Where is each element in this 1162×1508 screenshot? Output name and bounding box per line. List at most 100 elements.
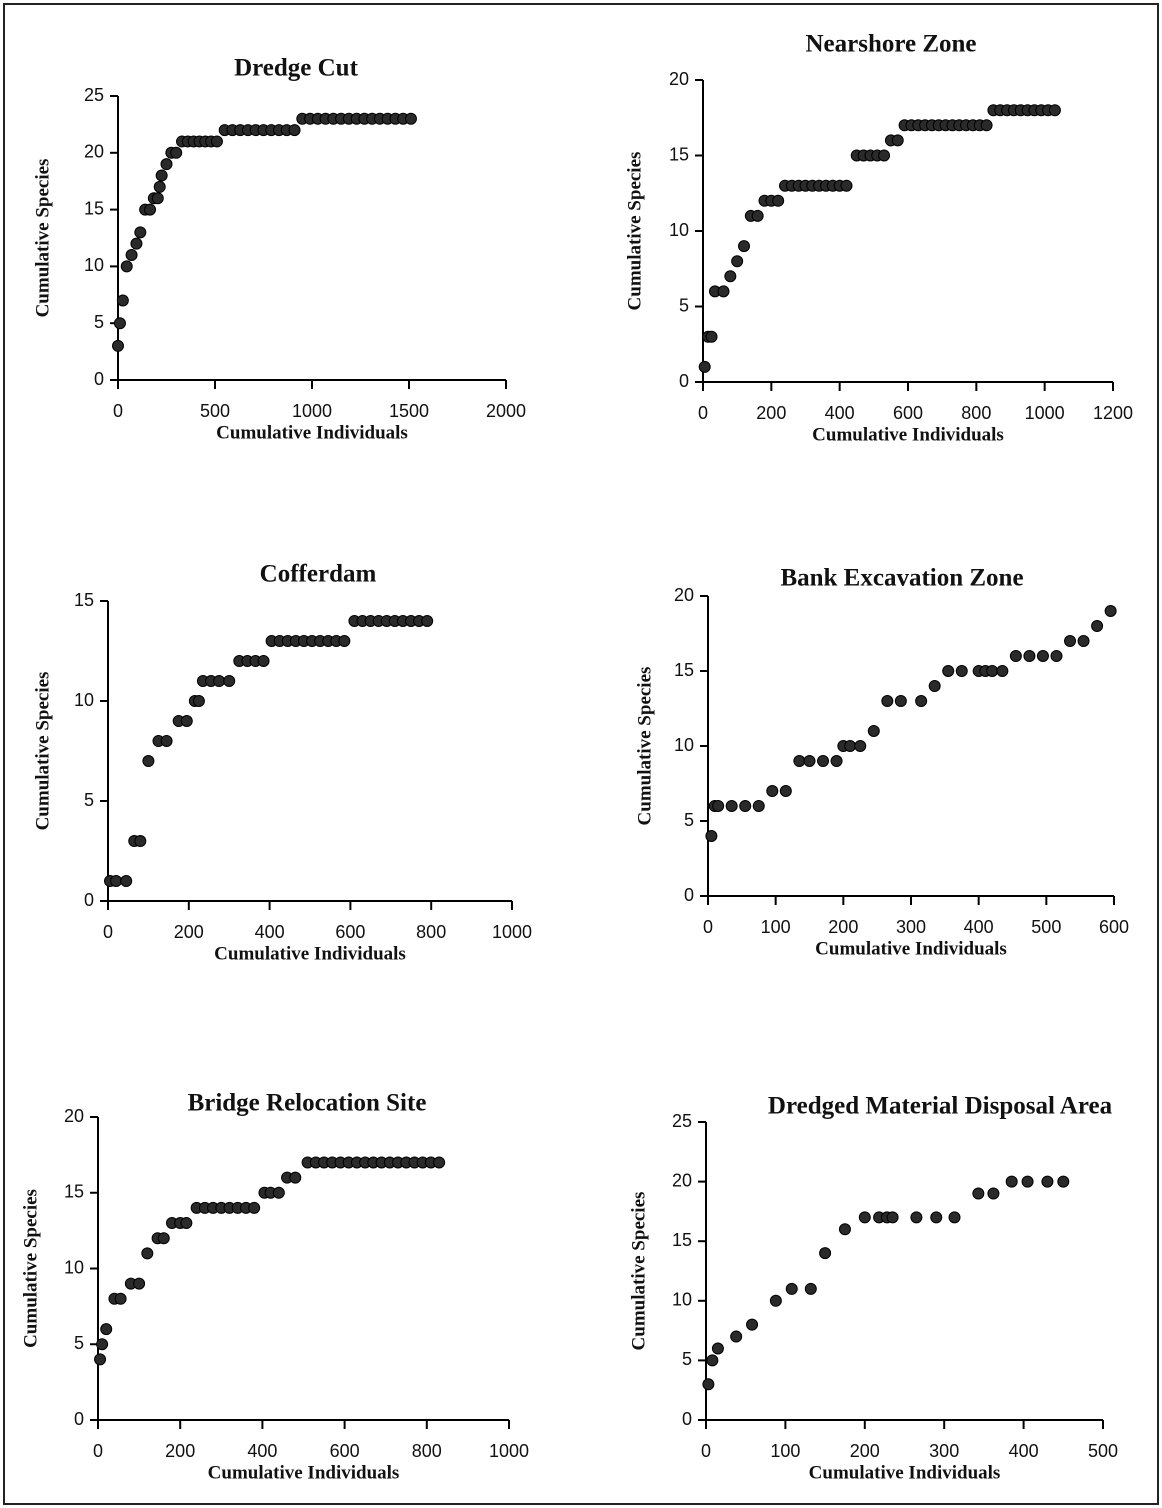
point [730, 1330, 743, 1343]
point [113, 317, 126, 330]
point [142, 755, 155, 767]
x-axis-label: Cumulative Individuals [815, 938, 1007, 959]
point [996, 665, 1009, 677]
point [854, 740, 867, 752]
y-tick-label: 25 [84, 85, 104, 105]
y-tick-label: 20 [669, 69, 689, 89]
point [110, 875, 123, 887]
point [717, 285, 730, 298]
point [706, 1354, 719, 1367]
y-tick-label: 10 [74, 690, 94, 710]
x-tick-label: 1200 [1093, 403, 1133, 423]
point [705, 330, 718, 343]
x-tick-label: 300 [929, 1441, 959, 1461]
x-tick-label: 2000 [486, 401, 526, 421]
x-tick-label: 1000 [1025, 403, 1065, 423]
x-tick-label: 0 [703, 917, 713, 937]
point [133, 1277, 146, 1290]
point [915, 695, 928, 707]
frame [3, 3, 1159, 1505]
y-tick-label: 5 [84, 790, 94, 810]
x-tick-label: 200 [174, 922, 204, 942]
y-tick-label: 0 [74, 1409, 84, 1429]
point [894, 695, 907, 707]
y-tick-label: 0 [682, 1409, 692, 1429]
point [1036, 650, 1049, 662]
point [1077, 635, 1090, 647]
y-tick-label: 15 [672, 1230, 692, 1250]
point [772, 194, 785, 207]
point [698, 360, 711, 373]
y-axis-label: Cumulative Species [32, 159, 53, 318]
point [769, 1294, 782, 1307]
x-tick-label: 500 [1031, 917, 1061, 937]
point [96, 1338, 109, 1351]
x-tick-label: 400 [247, 1441, 277, 1461]
x-tick-label: 600 [893, 403, 923, 423]
y-axis-label: Cumulative Species [634, 667, 655, 826]
point [1041, 1175, 1054, 1188]
x-axis-label: Cumulative Individuals [812, 424, 1004, 445]
point [160, 735, 173, 747]
point [157, 1232, 170, 1245]
x-tick-label: 400 [255, 922, 285, 942]
point [712, 800, 725, 812]
x-tick-label: 300 [896, 917, 926, 937]
point [155, 169, 168, 182]
point [180, 715, 193, 727]
point [1023, 650, 1036, 662]
x-tick-label: 100 [761, 917, 791, 937]
point [210, 135, 223, 148]
y-axis-label: Cumulative Species [628, 1192, 649, 1351]
y-tick-label: 0 [679, 371, 689, 391]
point [223, 675, 236, 687]
point [752, 800, 765, 812]
point [421, 615, 434, 627]
x-tick-label: 200 [165, 1441, 195, 1461]
point [1009, 650, 1022, 662]
x-tick-label: 100 [770, 1441, 800, 1461]
point [819, 1247, 832, 1260]
point [192, 695, 205, 707]
point [731, 255, 744, 268]
point [738, 240, 750, 253]
y-tick-label: 20 [84, 142, 104, 162]
point [404, 112, 417, 125]
point [153, 180, 166, 193]
y-tick-label: 5 [679, 295, 689, 315]
point [858, 1211, 871, 1224]
point [803, 755, 816, 767]
point [134, 835, 147, 847]
point [180, 1217, 193, 1230]
point [130, 237, 143, 250]
point [1091, 620, 1104, 632]
point [116, 294, 129, 307]
point [910, 1211, 923, 1224]
point [785, 1282, 798, 1295]
point [100, 1323, 113, 1336]
point [948, 1211, 961, 1224]
point [793, 755, 806, 767]
point [766, 785, 779, 797]
y-tick-label: 5 [682, 1349, 692, 1369]
x-tick-label: 400 [825, 403, 855, 423]
x-tick-label: 1000 [492, 922, 532, 942]
point [928, 680, 941, 692]
y-tick-label: 15 [674, 660, 694, 680]
point [817, 755, 830, 767]
point [151, 192, 164, 205]
point [830, 755, 843, 767]
x-axis-label: Cumulative Individuals [809, 1462, 1001, 1483]
point [134, 226, 147, 239]
point [1005, 1175, 1018, 1188]
x-tick-label: 0 [698, 403, 708, 423]
y-tick-label: 15 [74, 590, 94, 610]
y-tick-label: 0 [84, 890, 94, 910]
point [878, 149, 891, 162]
x-tick-label: 1500 [389, 401, 429, 421]
x-tick-label: 0 [93, 1441, 103, 1461]
point [288, 124, 301, 137]
y-axis-label: Cumulative Species [624, 152, 645, 311]
point [112, 339, 124, 352]
